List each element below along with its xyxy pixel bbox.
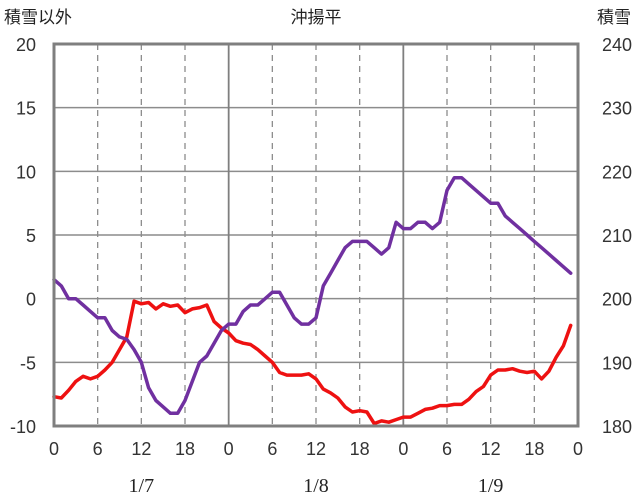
y-axis-right-ticks: 240 230 220 210 200 190 180 [602, 35, 632, 437]
x-tick-label: 18 [175, 439, 195, 459]
chart-title: 沖揚平 [291, 8, 342, 28]
y-left-tick-label: 0 [26, 290, 36, 310]
x-tick-label: 0 [398, 439, 408, 459]
y-right-tick-label: 200 [602, 290, 632, 310]
y-left-tick-label: -10 [10, 417, 36, 437]
y-axis-left-ticks: 20 15 10 5 0 -5 -10 [10, 35, 36, 437]
x-tick-label: 6 [93, 439, 103, 459]
x-tick-label: 0 [224, 439, 234, 459]
y-right-tick-label: 220 [602, 162, 632, 182]
y-right-tick-label: 240 [602, 35, 632, 55]
series-2-line [52, 175, 573, 416]
y-left-tick-label: 5 [26, 226, 36, 246]
y-right-tick-label: 230 [602, 99, 632, 119]
y-left-tick-label: -5 [20, 353, 36, 373]
date-label: 1/7 [129, 475, 155, 497]
x-tick-label: 18 [350, 439, 370, 459]
x-tick-label: 12 [481, 439, 501, 459]
y-right-tick-label: 190 [602, 353, 632, 373]
x-axis-ticks: 0 6 12 18 0 6 12 18 0 6 12 18 0 [49, 439, 583, 459]
y-right-tick-label: 210 [602, 226, 632, 246]
x-tick-label: 18 [524, 439, 544, 459]
y-left-tick-label: 10 [16, 162, 36, 182]
y-axis-right-label: 積雪 [597, 8, 631, 28]
y-right-tick-label: 180 [602, 417, 632, 437]
y-left-tick-label: 20 [16, 35, 36, 55]
plot-frame [52, 42, 580, 428]
series-layer [52, 175, 573, 426]
y-axis-left-label: 積雪以外 [4, 8, 72, 28]
x-tick-label: 6 [442, 439, 452, 459]
x-tick-label: 12 [306, 439, 326, 459]
date-label: 1/9 [478, 475, 504, 497]
series-1-line [52, 299, 573, 426]
x-tick-label: 12 [131, 439, 151, 459]
x-tick-label: 0 [573, 439, 583, 459]
x-tick-label: 0 [49, 439, 59, 459]
date-label: 1/8 [303, 475, 329, 497]
y-left-tick-label: 15 [16, 99, 36, 119]
x-tick-label: 6 [267, 439, 277, 459]
date-labels: 1/7 1/8 1/9 [129, 475, 504, 497]
gridlines [54, 44, 578, 426]
